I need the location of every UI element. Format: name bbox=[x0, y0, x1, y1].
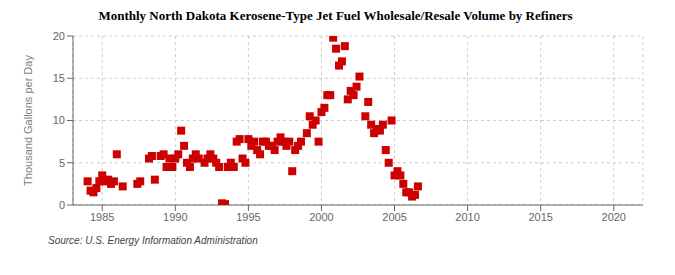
html-text:Source: U.S. Energy Informatio: Source: U.S. Energy Information Administ… bbox=[48, 235, 258, 246]
svg-text:2005: 2005 bbox=[382, 211, 406, 223]
svg-text:5: 5 bbox=[59, 157, 65, 169]
svg-text:1990: 1990 bbox=[163, 211, 187, 223]
svg-text:1985: 1985 bbox=[90, 211, 114, 223]
html-text:Monthly North Dakota Kerosene-: Monthly North Dakota Kerosene-Type Jet F… bbox=[98, 8, 573, 23]
svg-text:2020: 2020 bbox=[602, 211, 626, 223]
svg-text:2000: 2000 bbox=[309, 211, 333, 223]
svg-text:2015: 2015 bbox=[528, 211, 552, 223]
svg-text:10: 10 bbox=[53, 114, 65, 126]
svg-text:20: 20 bbox=[53, 30, 65, 42]
svg-text:0: 0 bbox=[59, 199, 65, 211]
svg-text:1995: 1995 bbox=[236, 211, 260, 223]
svg-text:2010: 2010 bbox=[455, 211, 479, 223]
svg-text:15: 15 bbox=[53, 72, 65, 84]
svg-text:Thousand Gallons per Day: Thousand Gallons per Day bbox=[22, 55, 34, 186]
